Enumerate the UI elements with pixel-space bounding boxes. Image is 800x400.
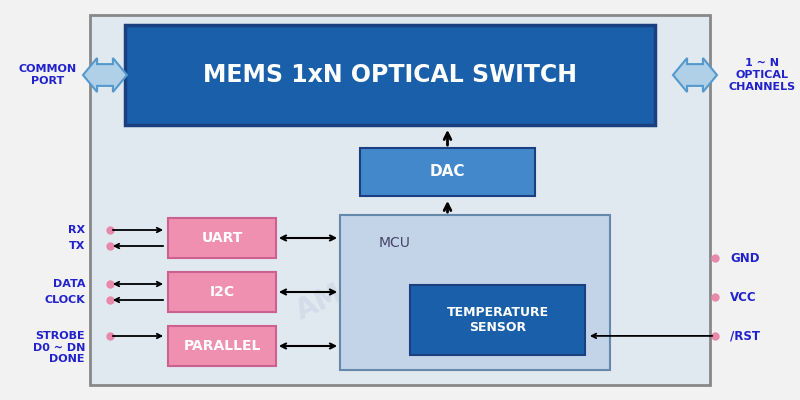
FancyBboxPatch shape [360, 148, 535, 196]
Polygon shape [673, 58, 717, 92]
Text: STROBE: STROBE [35, 331, 85, 341]
Polygon shape [83, 58, 127, 92]
Text: TX: TX [69, 241, 85, 251]
Text: RX: RX [68, 225, 85, 235]
Text: AMAZEMEMS: AMAZEMEMS [292, 214, 488, 326]
Text: MEMS 1xN OPTICAL SWITCH: MEMS 1xN OPTICAL SWITCH [203, 63, 577, 87]
Text: VCC: VCC [730, 291, 757, 304]
Text: DONE: DONE [50, 354, 85, 364]
Text: UART: UART [202, 231, 242, 245]
FancyBboxPatch shape [340, 215, 610, 370]
Text: COMMON
PORT: COMMON PORT [19, 64, 77, 86]
FancyBboxPatch shape [168, 326, 276, 366]
Text: GND: GND [730, 252, 759, 265]
Text: 1 ~ N
OPTICAL
CHANNELS: 1 ~ N OPTICAL CHANNELS [729, 58, 795, 92]
Text: D0 ~ DN: D0 ~ DN [33, 343, 85, 353]
FancyBboxPatch shape [168, 272, 276, 312]
FancyBboxPatch shape [410, 285, 585, 355]
Text: MCU: MCU [379, 236, 411, 250]
Text: CLOCK: CLOCK [44, 295, 85, 305]
Text: /RST: /RST [730, 329, 760, 342]
FancyBboxPatch shape [168, 218, 276, 258]
Text: DAC: DAC [430, 164, 466, 180]
Text: PARALLEL: PARALLEL [183, 339, 261, 353]
Text: DATA: DATA [53, 279, 85, 289]
Text: TEMPERATURE
SENSOR: TEMPERATURE SENSOR [446, 306, 549, 334]
Text: I2C: I2C [210, 285, 234, 299]
FancyBboxPatch shape [90, 15, 710, 385]
FancyBboxPatch shape [125, 25, 655, 125]
